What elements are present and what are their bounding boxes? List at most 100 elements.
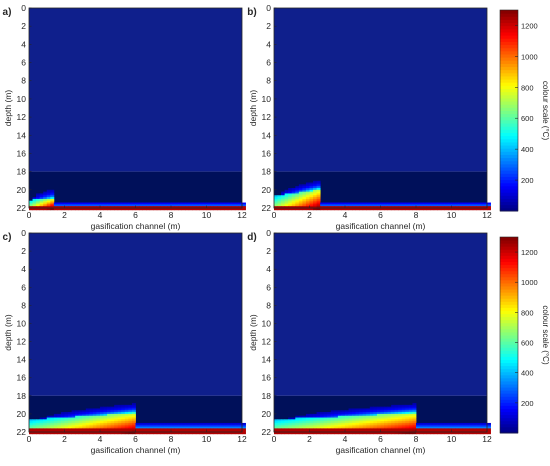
x-tick-label: 4 [343,434,348,444]
y-tick-label: 8 [266,300,271,310]
heat-cell [366,204,371,207]
colorbar-tick-label: 1200 [521,21,538,30]
heat-cell [330,413,335,417]
heat-cell [171,424,175,427]
heat-cell [75,204,80,207]
heat-cell [192,422,197,426]
heat-cell [39,193,44,196]
heat-cell [36,200,41,203]
heat-cell [455,208,459,211]
colorbar-segment [500,243,518,247]
heat-cell [92,412,97,415]
heat-cell [334,206,339,209]
heat-cell [341,208,346,211]
heat-cell [71,432,76,435]
heat-cell [291,188,296,191]
heat-cell [57,428,62,431]
heat-cell [224,424,229,427]
heat-cell [444,206,449,209]
heat-cell [71,428,76,431]
heat-cell [369,424,374,427]
heat-cell [78,422,83,426]
heat-cell [398,424,403,427]
heat-cell [121,410,126,413]
heat-cell [444,430,449,433]
heat-cell [483,428,488,431]
heat-cell [391,417,396,420]
heat-cell [128,424,133,427]
heat-cell [302,193,307,196]
heat-cell [355,428,360,431]
colorbar-tick-label: 800 [521,308,534,317]
heat-cell [85,424,90,427]
heat-cell [408,413,413,417]
heat-cell [181,432,186,435]
heat-cell [96,428,101,431]
heat-cell [487,426,491,429]
colorbar-segment [500,429,518,434]
heat-cell [43,204,48,207]
colorbar-segment [500,393,518,397]
heat-cell [309,424,314,427]
heat-cell [53,417,58,420]
heat-cell [284,424,289,427]
heat-cell [199,430,204,433]
heat-cell [32,204,37,207]
heat-cell [281,204,286,207]
heat-cell [231,422,236,426]
heat-cell [128,204,133,207]
heat-cell [242,204,246,207]
heat-cell [366,410,371,413]
heat-cell [348,424,353,427]
heat-cell [192,426,197,429]
heat-cell [89,412,94,415]
heat-cell [458,204,463,207]
heat-cell [53,419,58,422]
heat-cell [114,202,119,205]
heat-cell [458,202,463,205]
heat-cell [369,406,374,409]
heat-cell [284,195,289,198]
heat-cell [43,202,48,205]
heat-cell [60,432,65,435]
heat-cell [89,430,94,433]
heat-cell [178,428,183,431]
heat-cell [476,422,481,426]
heat-cell [131,404,136,408]
heat-cell [121,413,126,417]
y-tick-label: 4 [266,39,271,49]
heat-cell [71,430,76,433]
heat-cell [355,419,360,422]
heat-cell [359,432,364,435]
heat-cell [217,424,222,427]
heat-cell [373,408,378,411]
heat-cell [348,413,353,417]
heat-cell [128,421,133,424]
colorbar-segment [500,420,518,425]
x-axis-label: gasification channel (m) [336,445,426,455]
heat-cell [305,413,310,417]
heat-cell [352,430,357,433]
heat-cell [53,202,58,205]
heat-cell [316,191,321,194]
x-tick-label: 4 [98,434,103,444]
colorbar-segment [500,28,518,33]
heat-cell [401,404,406,408]
heat-cell [50,421,55,424]
heat-cell [394,408,399,411]
x-tick-label: 0 [27,210,32,220]
heat-cell [405,208,410,211]
heat-cell [281,421,286,424]
heat-cell [369,419,374,422]
heat-cell [433,204,438,207]
heat-cell [362,422,367,426]
heat-cell [472,432,477,435]
heat-cell [391,204,396,207]
heat-cell [53,415,58,418]
colorbar-segment [500,240,518,244]
heat-cell [288,198,293,202]
heat-cell [124,415,129,418]
heat-cell [337,415,342,418]
heat-cell [277,419,282,422]
heat-cell [50,195,55,198]
